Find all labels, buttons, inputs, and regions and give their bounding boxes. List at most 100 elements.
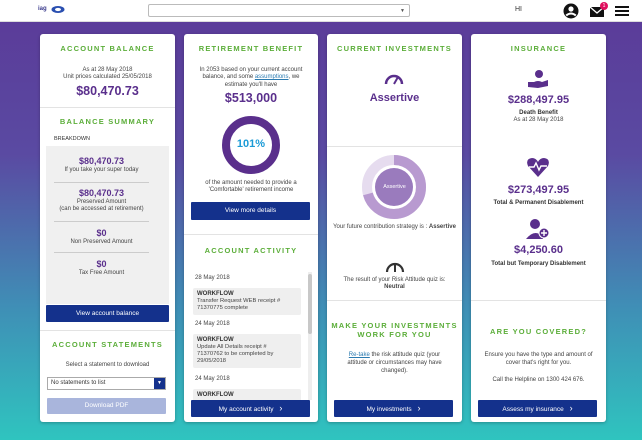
statement-select[interactable]: No statements to list ▼ (47, 377, 166, 390)
user-icon[interactable] (563, 3, 579, 19)
top-select[interactable]: ▼ (148, 4, 410, 17)
summary-value: $0 (96, 259, 107, 269)
activity-date: 24 May 2018 (195, 321, 230, 327)
assumptions-link[interactable]: assumptions (254, 74, 289, 80)
hand-heart-icon (528, 70, 548, 88)
future-strategy-text: Your future contribution strategy is : A… (327, 224, 462, 232)
activity-date: 28 May 2018 (195, 275, 230, 281)
chevron-right-icon: › (569, 403, 573, 413)
divider (54, 221, 149, 222)
activity-text: Transfer Request WEB receipt # (197, 298, 281, 304)
retake-text1: Re-take the risk attitude quiz (your (327, 352, 462, 360)
donut-label: Assertive (383, 184, 406, 190)
current-investments-title: CURRENT INVESTMENTS (337, 44, 452, 53)
tpd-amount: $273,497.95 (507, 184, 570, 196)
activity-date: 24 May 2018 (195, 376, 230, 382)
death-benefit-date: As at 28 May 2018 (513, 117, 564, 123)
summary-item: $80,470.73 If you take your super today (46, 156, 157, 173)
activity-scrollbar[interactable] (308, 272, 312, 400)
retirement-amount: $513,000 (224, 91, 278, 105)
retake-text-part: the risk attitude quiz (your (369, 352, 441, 358)
activity-item: WORKFLOW (193, 389, 301, 400)
chevron-down-icon: ▼ (400, 8, 405, 14)
retirement-progress-ring (222, 116, 280, 174)
account-statements-title: ACCOUNT STATEMENTS (52, 340, 163, 349)
summary-value: $80,470.73 (78, 188, 125, 198)
covered-text1: Ensure you have the type and amount of (484, 352, 593, 358)
my-investments-button[interactable]: My investments › (334, 400, 453, 417)
summary-item: $0 Tax Free Amount (46, 259, 157, 276)
heart-pulse-icon (527, 158, 549, 177)
divider (327, 146, 462, 147)
divider (40, 330, 175, 331)
user-cross-icon (526, 219, 550, 239)
retirement-text-part: balance, and some (202, 74, 255, 80)
brand-logo-icon (51, 6, 65, 13)
view-account-balance-button[interactable]: View account balance (46, 305, 169, 322)
retake-link[interactable]: Re-take (348, 352, 370, 358)
summary-item: $80,470.73 Preserved Amount (can be acce… (46, 188, 157, 212)
tpd-label: Total & Permanent Disablement (493, 200, 584, 206)
divider (40, 107, 175, 108)
investment-donut (362, 155, 426, 219)
death-benefit-amount: $288,497.95 (507, 94, 570, 106)
summary-label: Non Preserved Amount (70, 239, 133, 245)
activity-type: WORKFLOW (197, 392, 234, 398)
activity-type: WORKFLOW (197, 337, 234, 343)
future-strategy-value: Assertive (428, 224, 456, 230)
button-label: My account activity (218, 406, 274, 413)
scrollbar-thumb[interactable] (308, 274, 312, 334)
divider (327, 300, 462, 301)
helpline-text: Call the Helpline on 1300 424 676. (492, 377, 585, 383)
view-more-details-button[interactable]: View more details (191, 202, 310, 220)
account-balance-card: ACCOUNT BALANCE As at 28 May 2018 Unit p… (40, 34, 175, 422)
my-account-activity-button[interactable]: My account activity › (191, 400, 310, 417)
unit-prices-date: Unit prices calculated 25/05/2018 (63, 74, 152, 80)
activity-text: 71370775 complete (197, 305, 248, 311)
greeting: HI (515, 6, 522, 13)
are-you-covered-title: ARE YOU COVERED? (490, 327, 587, 336)
summary-value: $80,470.73 (78, 156, 125, 166)
activity-text: Update All Details receipt # (197, 344, 267, 350)
current-investments-card: CURRENT INVESTMENTS Assertive Assertive … (327, 34, 462, 422)
death-benefit-label: Death Benefit (519, 110, 558, 116)
retirement-text-line3: estimate you'll have (224, 82, 278, 88)
menu-icon[interactable] (614, 3, 630, 19)
covered-text2: cover that's right for you. (505, 360, 572, 366)
summary-item: $0 Non Preserved Amount (46, 228, 157, 245)
retirement-benefit-title: RETIREMENT BENEFIT (198, 44, 304, 53)
account-activity-title: ACCOUNT ACTIVITY (204, 246, 298, 255)
quiz-result-value: Neutral (384, 284, 405, 290)
make-investments-title1: MAKE YOUR INVESTMENTS (331, 321, 458, 330)
tab-breakdown[interactable]: BREAKDOWN (46, 132, 98, 146)
assess-my-insurance-button[interactable]: Assess my insurance › (478, 400, 597, 417)
retirement-percent: 101% (236, 138, 266, 150)
retirement-text-part: , we (288, 74, 300, 80)
statement-instruction: Select a statement to download (65, 362, 150, 368)
summary-label: Tax Free Amount (78, 270, 125, 276)
quiz-result-text: The result of your Risk Attitude quiz is… (343, 277, 446, 283)
account-balance-title: ACCOUNT BALANCE (60, 44, 155, 53)
balance-summary-box (46, 146, 169, 304)
balance-as-at: As at 28 May 2018 (82, 67, 133, 73)
notification-badge: 1 (600, 2, 608, 10)
ttd-label: Total but Temporary Disablement (491, 261, 586, 267)
account-balance-amount: $80,470.73 (76, 84, 139, 98)
button-label: My investments (366, 406, 412, 413)
activity-list[interactable]: 28 May 2018 WORKFLOW Transfer Request WE… (184, 272, 318, 400)
logo-text: iag (38, 6, 47, 12)
retirement-benefit-card: RETIREMENT BENEFIT In 2053 based on your… (184, 34, 318, 422)
top-bar: iag ▼ HI 1 (0, 0, 642, 22)
activity-text: 29/05/2018 (197, 358, 227, 364)
retirement-desc1: of the amount needed to provide a (205, 180, 297, 186)
divider (471, 300, 606, 301)
activity-type: WORKFLOW (197, 291, 234, 297)
gauge-icon (385, 262, 405, 273)
divider (184, 234, 318, 235)
summary-label: If you take your super today (64, 167, 139, 173)
investment-strategy: Assertive (369, 92, 420, 104)
activity-item: WORKFLOW Update All Details receipt # 71… (193, 334, 301, 368)
chevron-right-icon: › (417, 403, 421, 413)
insurance-card: INSURANCE $288,497.95 Death Benefit As a… (471, 34, 606, 422)
download-pdf-button[interactable]: Download PDF (47, 398, 166, 414)
